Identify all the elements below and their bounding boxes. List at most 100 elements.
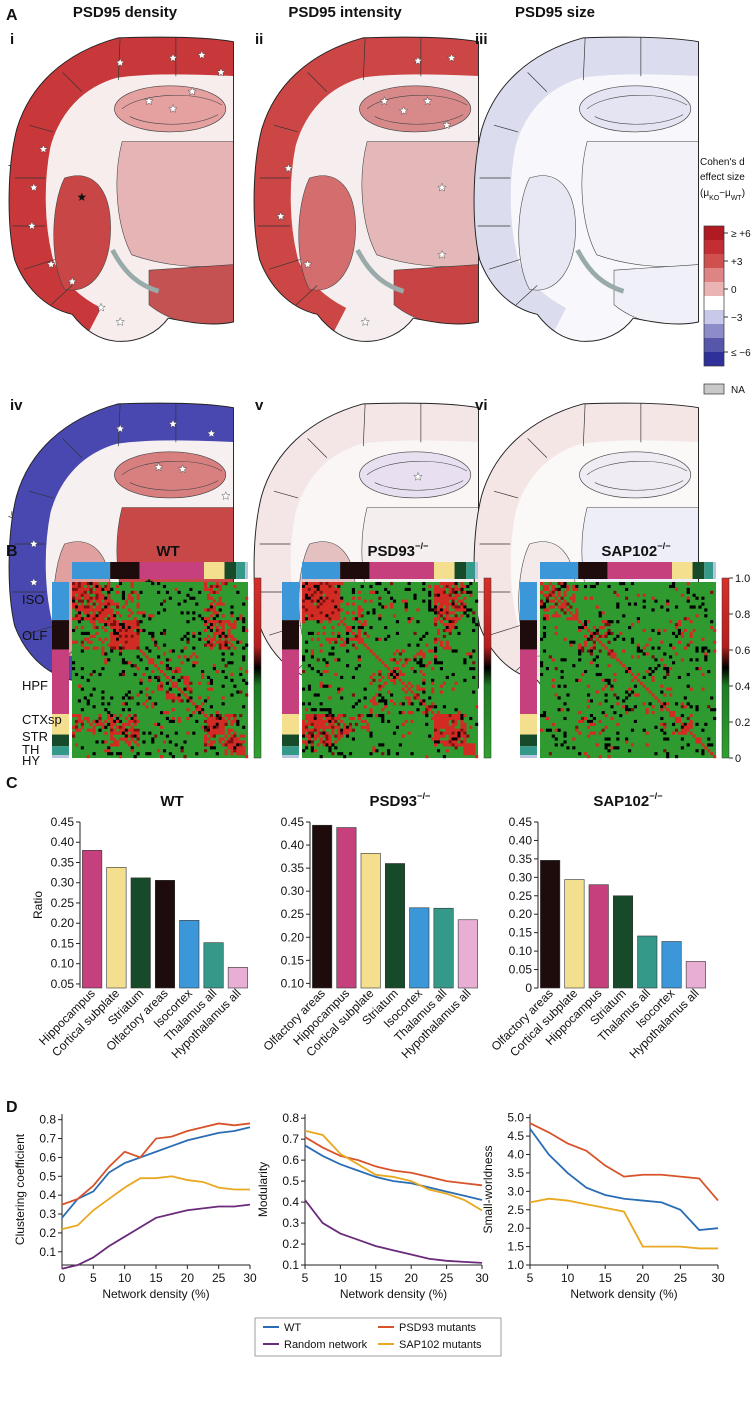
matrix-cell (139, 620, 143, 624)
matrix-cell (554, 737, 558, 741)
matrix-cell (625, 740, 629, 744)
matrix-cell (451, 725, 455, 729)
matrix-cell (357, 628, 361, 633)
matrix-cell (454, 708, 458, 712)
matrix-cell (136, 602, 140, 606)
matrix-cell (233, 740, 237, 744)
bar (179, 920, 200, 989)
matrix-cell (674, 623, 679, 627)
matrix-cell (666, 667, 670, 671)
matrix-cell (322, 714, 326, 718)
matrix-title-main: WT (156, 543, 179, 560)
group-strip-top (454, 562, 467, 579)
matrix-cell (310, 740, 314, 744)
group-strip-top (475, 562, 478, 579)
hippocampus (579, 85, 692, 133)
matrix-cell (633, 693, 637, 697)
matrix-cell (689, 714, 693, 718)
matrix-cell (186, 637, 190, 641)
matrix-cell (204, 582, 208, 586)
brain-regions (254, 37, 479, 342)
matrix-cell (419, 652, 423, 656)
matrix-cell (98, 584, 102, 589)
matrix-cell (313, 596, 317, 600)
matrix-cell (183, 755, 187, 759)
matrix-cell (133, 631, 137, 635)
matrix-cell (686, 596, 690, 600)
matrix-cell (416, 687, 420, 691)
matrix-cell (422, 664, 426, 668)
matrix-cell (174, 667, 178, 671)
matrix-cell (121, 634, 125, 638)
matrix-cell (139, 590, 143, 594)
matrix-cell (325, 593, 329, 597)
matrix-cell (445, 584, 449, 589)
matrix-cell (104, 708, 108, 712)
matrix-cell (224, 714, 228, 718)
matrix-cell (95, 584, 99, 589)
matrix-cell (74, 590, 79, 594)
matrix-cell (218, 643, 222, 647)
matrix-cell (325, 737, 329, 741)
matrix-cell (457, 599, 461, 603)
matrix-cell (86, 678, 90, 682)
matrix-cell (381, 661, 385, 665)
matrix-cell (77, 582, 81, 586)
matrix-cell (133, 637, 137, 641)
significance-star (144, 96, 154, 106)
matrix-cell (127, 714, 131, 718)
matrix-cell (584, 596, 588, 600)
matrix-cell (542, 587, 547, 591)
matrix-cell (319, 599, 323, 603)
matrix-cell (127, 646, 131, 650)
matrix-cell (436, 617, 441, 621)
matrix-cell (101, 614, 105, 618)
matrix-cell (472, 661, 476, 665)
matrix-cell (404, 608, 408, 612)
matrix-cell (110, 637, 114, 641)
matrix-cell (160, 681, 164, 685)
matrix-cell (133, 722, 137, 726)
matrix-cell (469, 746, 473, 750)
matrix-cell (189, 681, 193, 685)
matrix-cell (710, 626, 714, 630)
matrix-cell (130, 628, 134, 633)
matrix-cell (695, 667, 699, 671)
matrix-cell (215, 722, 219, 726)
matrix-cell (328, 608, 332, 612)
matrix-cell (89, 590, 93, 594)
matrix-cell (189, 690, 193, 694)
matrix-cell (331, 722, 335, 726)
matrix-cell (218, 634, 222, 638)
matrix-cell (622, 664, 626, 668)
significance-star (442, 120, 452, 130)
matrix-cell (116, 725, 120, 729)
matrix-cell (331, 752, 335, 756)
matrix-cell (334, 593, 338, 597)
matrix-cell (439, 608, 443, 612)
matrix-cell (451, 731, 455, 735)
hippocampus-layers (366, 460, 468, 491)
matrix-cell (124, 740, 128, 744)
matrix-cell (86, 716, 90, 721)
matrix-cell (116, 623, 120, 627)
matrix-cell (407, 711, 411, 715)
x-tick-label: 30 (475, 1271, 489, 1285)
matrix-cell (390, 605, 394, 609)
matrix-cell (221, 626, 225, 630)
matrix-cell (160, 670, 164, 674)
matrix-cell (209, 626, 213, 630)
matrix-cell (425, 755, 429, 759)
matrix-cell (451, 719, 455, 723)
matrix-cell (302, 670, 306, 674)
y-tick-label: 0.3 (282, 1216, 299, 1230)
matrix-cell (416, 620, 420, 624)
matrix-cell (113, 737, 117, 741)
matrix-cell (319, 587, 323, 591)
matrix-cell (707, 749, 711, 753)
thalamus (116, 141, 234, 267)
matrix-cell (701, 728, 705, 732)
matrix-cell (313, 582, 317, 586)
matrix-cell (130, 643, 134, 647)
matrix-cell (695, 649, 699, 653)
